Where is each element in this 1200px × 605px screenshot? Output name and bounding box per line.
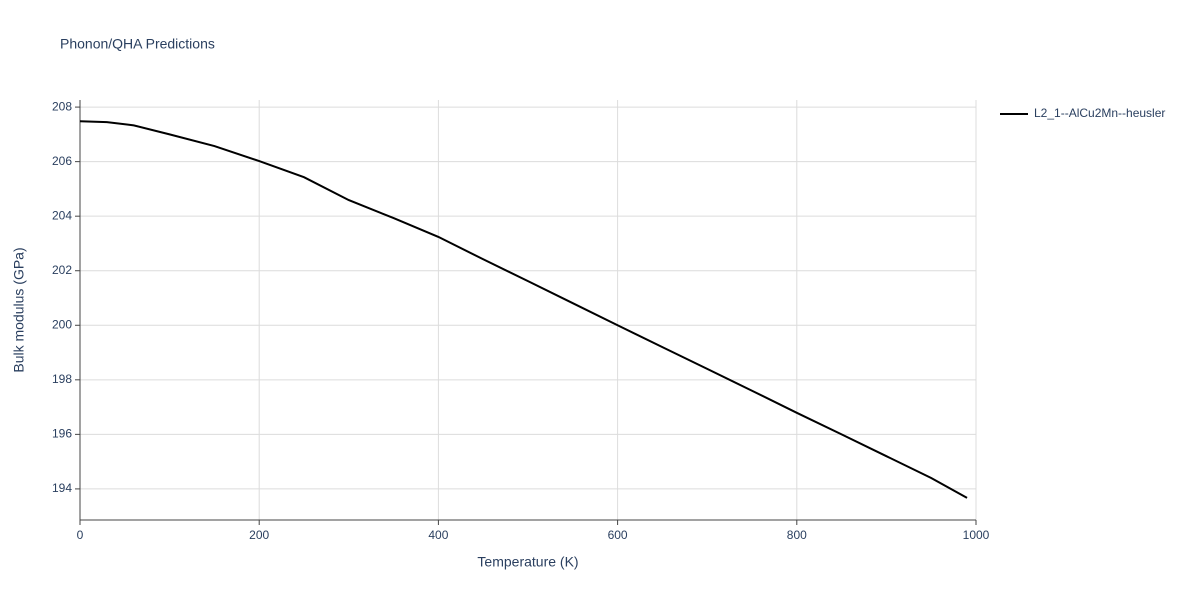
y-tick-label: 202: [52, 263, 72, 277]
y-tick-label: 194: [52, 481, 72, 495]
x-tick-label: 800: [787, 528, 807, 542]
x-tick-label: 1000: [963, 528, 990, 542]
legend-label: L2_1--AlCu2Mn--heusler: [1034, 106, 1165, 120]
x-tick-label: 0: [77, 528, 84, 542]
y-tick-label: 200: [52, 317, 72, 331]
data-line: [79, 120, 968, 499]
x-tick-label: 200: [249, 528, 269, 542]
y-tick-label: 206: [52, 154, 72, 168]
y-tick-label: 196: [52, 427, 72, 441]
y-tick-label: 204: [52, 208, 72, 222]
x-axis-title: Temperature (K): [477, 554, 578, 570]
y-tick-label: 208: [52, 99, 72, 113]
y-tick-label: 198: [52, 372, 72, 386]
y-axis-title: Bulk modulus (GPa): [11, 247, 27, 372]
chart-title: Phonon/QHA Predictions: [60, 36, 215, 52]
x-tick-label: 600: [608, 528, 628, 542]
x-tick-label: 400: [428, 528, 448, 542]
